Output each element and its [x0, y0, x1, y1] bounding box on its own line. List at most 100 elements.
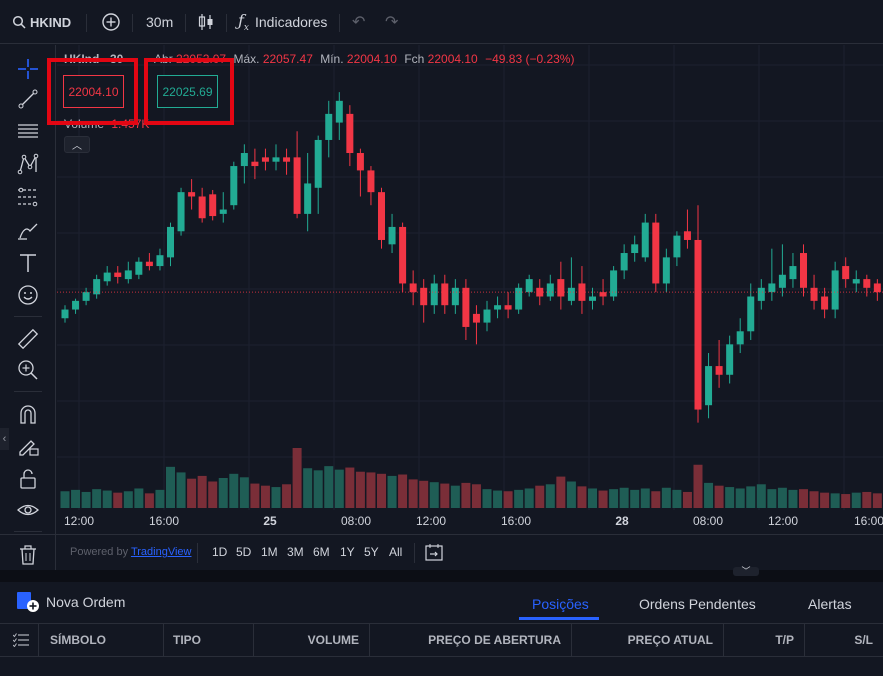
zoom-in-icon	[18, 360, 38, 380]
column-stop-loss[interactable]: S/L	[854, 633, 873, 647]
column-settings-button[interactable]	[13, 624, 29, 656]
buy-price-button[interactable]: 22025.69	[157, 75, 218, 108]
symbol-search[interactable]: HKIND	[12, 0, 71, 44]
candle-body	[135, 261, 143, 275]
candle-body	[420, 287, 428, 306]
volume-bar	[429, 482, 439, 508]
text-icon	[20, 254, 36, 272]
candle-body	[800, 253, 807, 288]
candle-body	[831, 270, 839, 310]
candle-body	[219, 209, 227, 214]
compare-button[interactable]	[101, 0, 121, 44]
volume-bar	[471, 484, 481, 508]
search-icon	[12, 15, 26, 29]
volume-bar	[693, 464, 703, 508]
volume-bar	[630, 489, 640, 508]
volume-bar	[450, 485, 460, 508]
candle-body	[546, 283, 554, 297]
remove-drawings-tool[interactable]	[16, 543, 40, 567]
emoji-tool[interactable]	[16, 283, 40, 307]
zoom-tool[interactable]	[16, 358, 40, 382]
candle-body	[367, 170, 375, 193]
tab-pending-orders[interactable]: Ordens Pendentes	[639, 596, 756, 612]
go-to-date-button[interactable]	[425, 543, 443, 564]
candle-body	[93, 279, 101, 295]
text-tool[interactable]	[16, 251, 40, 275]
volume-bar	[482, 489, 492, 508]
chevron-down-icon: ﹀	[741, 566, 751, 576]
range-5d[interactable]: 5D	[236, 545, 252, 559]
time-label: 08:00	[340, 514, 372, 528]
volume-bar	[566, 481, 576, 508]
time-label: 12:00	[63, 514, 95, 528]
brush-tool[interactable]	[16, 218, 40, 242]
collapse-legend-button[interactable]: ︿	[64, 136, 90, 153]
volume-bar	[239, 477, 249, 508]
column-volume[interactable]: VOLUME	[307, 633, 359, 647]
panel-splitter[interactable]	[0, 570, 883, 582]
pattern-tool[interactable]	[16, 152, 40, 176]
trend-line-tool[interactable]	[16, 87, 40, 111]
column-current-price[interactable]: PREÇO ATUAL	[627, 633, 713, 647]
undo-button[interactable]: ↶	[352, 0, 365, 44]
redo-button[interactable]: ↷	[385, 0, 398, 44]
range-1m[interactable]: 1M	[261, 545, 278, 559]
range-1d[interactable]: 1D	[212, 545, 228, 559]
lock-all-tool[interactable]	[16, 467, 40, 491]
indicators-button[interactable]: ƒx Indicadores	[238, 0, 327, 44]
horizontal-lines-icon	[18, 124, 38, 138]
time-label: 28	[615, 514, 629, 528]
collapse-toolbar-button[interactable]: ‹	[0, 428, 9, 450]
active-tab-indicator	[519, 617, 599, 620]
sell-price-button[interactable]: 22004.10	[63, 75, 124, 108]
tradingview-link[interactable]: TradingView	[130, 546, 192, 558]
interval-button[interactable]: 30m	[146, 14, 174, 30]
candle-body	[620, 253, 628, 271]
candle-body	[852, 279, 860, 284]
candle-body	[863, 279, 871, 288]
volume-bar	[756, 484, 766, 508]
column-type[interactable]: TIPO	[173, 633, 202, 647]
volume-bar	[809, 491, 819, 508]
volume-bar	[102, 490, 112, 508]
volume-bar	[440, 483, 450, 508]
legend-low-label: Mín.	[320, 52, 344, 66]
column-symbol[interactable]: SÍMBOLO	[50, 633, 106, 647]
volume-bar	[672, 489, 682, 508]
volume-bar	[767, 489, 777, 508]
volume-bar	[60, 491, 70, 508]
candle-body	[188, 192, 196, 197]
horizontal-lines-tool[interactable]	[16, 119, 40, 143]
fib-tool[interactable]	[16, 185, 40, 209]
new-order-button[interactable]: Nova Ordem	[16, 591, 125, 613]
lock-drawing-tool[interactable]	[16, 434, 40, 458]
range-all[interactable]: All	[389, 545, 403, 559]
candle-body	[409, 283, 417, 293]
measure-tool[interactable]	[16, 327, 40, 351]
crosshair-tool[interactable]	[16, 57, 40, 81]
range-5y[interactable]: 5Y	[364, 545, 379, 559]
time-axis[interactable]: 12:00 16:00 25 08:00 12:00 16:00 28 08:0…	[57, 510, 883, 532]
magnet-tool[interactable]	[16, 402, 40, 426]
undo-icon: ↶	[352, 14, 366, 31]
chart-type-button[interactable]	[197, 0, 215, 44]
column-open-price[interactable]: PREÇO DE ABERTURA	[428, 633, 561, 647]
tab-alerts[interactable]: Alertas	[808, 596, 852, 612]
tab-positions[interactable]: Posições	[532, 596, 589, 612]
calendar-arrow-icon	[425, 544, 443, 561]
list-settings-icon	[13, 633, 29, 647]
volume-bar	[714, 485, 724, 508]
time-label: 12:00	[767, 514, 799, 528]
legend-close-value: 22004.10	[427, 52, 478, 66]
time-label: 16:00	[148, 514, 180, 528]
range-3m[interactable]: 3M	[287, 545, 304, 559]
volume-bar	[166, 466, 175, 508]
highlight-box-buy	[144, 58, 234, 125]
hide-drawings-tool[interactable]	[16, 498, 40, 522]
column-take-profit[interactable]: T/P	[775, 633, 794, 647]
range-1y[interactable]: 1Y	[340, 545, 355, 559]
candle-body	[82, 292, 90, 301]
range-6m[interactable]: 6M	[313, 545, 330, 559]
panel-toggle-button[interactable]: ﹀	[733, 567, 759, 576]
candle-body	[683, 231, 691, 240]
